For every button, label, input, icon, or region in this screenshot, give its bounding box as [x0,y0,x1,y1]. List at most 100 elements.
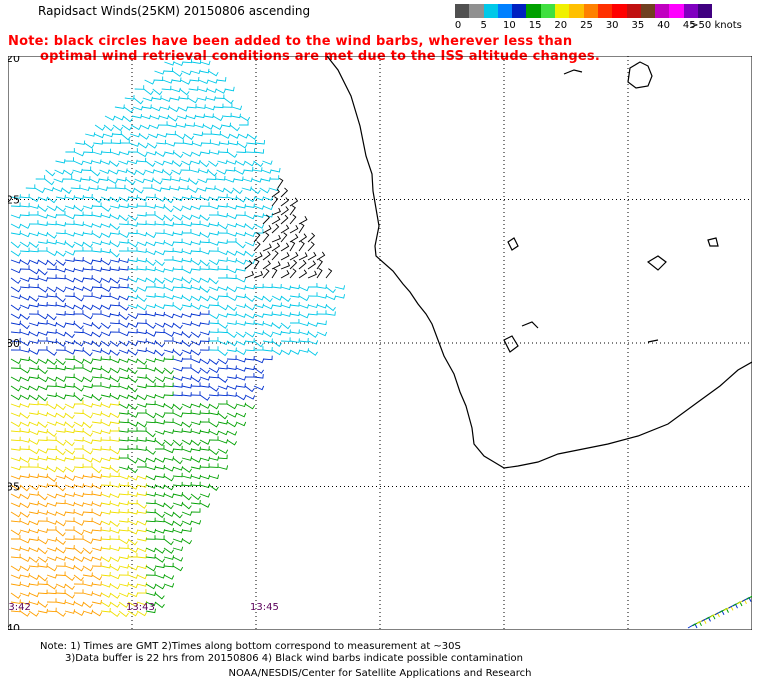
wind-barb [64,509,75,514]
wind-barb [216,77,227,82]
wind-barb [156,139,166,145]
wind-barb [37,358,49,365]
wind-barb [244,373,255,378]
wind-barb [28,491,39,496]
wind-barb [118,385,130,390]
wind-barb [298,348,310,353]
wind-barb [136,409,147,414]
wind-barb [28,241,39,249]
wind-barb [280,322,291,330]
wind-barb [163,355,174,360]
wind-barb [199,277,211,283]
color-scale-swatch [512,4,527,18]
wind-barb [172,257,183,263]
wind-barb [226,355,237,360]
wind-barb [172,276,184,282]
wind-barb [127,547,139,553]
wind-barb [212,115,224,122]
wind-barb [213,103,224,109]
wind-barb [127,277,139,283]
wind-barb [118,160,129,165]
wind-barb [181,240,193,246]
wind-barb [253,385,265,391]
wind-barb [64,517,75,522]
wind-barb [135,169,146,176]
wind-barb [44,178,55,186]
wind-barb [737,599,747,605]
wind-barb [46,392,57,398]
wind-barb [163,322,175,328]
wind-barb [46,364,57,370]
wind-barb [202,124,214,130]
wind-barb [10,446,21,451]
wind-barb [172,520,183,527]
wind-barb [64,421,75,429]
wind-barb [172,366,184,372]
wind-barb [154,349,165,357]
wind-barb [177,106,189,112]
wind-barb [193,123,205,128]
wind-barb [55,250,66,257]
wind-barb [28,302,39,308]
wind-barb [146,282,156,288]
footer-line-1: Note: 1) Times are GMT 2)Times along bot… [40,641,461,652]
wind-barb [163,502,174,510]
wind-barb [28,520,40,526]
wind-barb [73,492,85,498]
wind-barb [55,365,66,371]
wind-barb [208,328,219,333]
wind-barb [163,583,175,588]
wind-barb [37,320,48,325]
color-scale-label: 5 [480,20,487,31]
wind-barb [136,502,147,509]
wind-barb [244,295,255,303]
wind-barb [82,430,93,437]
wind-barb [163,409,174,414]
wind-barb [64,545,75,550]
wind-barb [208,204,220,210]
wind-barb [217,412,228,420]
wind-barb [235,402,247,408]
wind-barb [73,340,84,347]
wind-barb [73,394,84,402]
wind-barb [118,258,130,263]
wind-barb [205,96,216,101]
wind-barb [28,204,40,209]
wind-barb [181,340,192,348]
wind-barb [190,508,201,513]
wind-barb [235,211,246,216]
wind-barb [231,105,243,111]
wind-barb [55,302,66,308]
wind-barb [280,187,289,198]
wind-barb [73,277,85,283]
wind-barb [46,598,57,603]
wind-barb [160,185,171,191]
wind-barb [180,79,191,85]
wind-barb [280,337,291,342]
wind-barb [262,260,271,270]
wind-barb [91,394,102,402]
wind-barb [64,373,75,379]
wind-barb [235,340,247,346]
wind-barb [73,547,84,555]
wind-barb [28,365,39,371]
wind-barb [127,265,138,271]
wind-barb [100,322,111,330]
wind-barb [181,502,192,510]
wind-barb [149,115,161,120]
wind-barb [55,376,67,383]
wind-barb [271,340,282,347]
wind-barb [127,247,138,252]
wind-barb [19,340,31,347]
wind-barb [127,427,138,432]
wind-barb [91,466,102,474]
wind-barb [46,321,58,327]
wind-barb [172,428,183,433]
wind-barb [199,330,211,336]
wind-barb [46,475,57,482]
wind-barb [168,106,179,113]
wind-barb [55,547,66,554]
wind-barb [10,493,22,499]
wind-barb [82,501,94,506]
wind-barb [127,214,138,221]
